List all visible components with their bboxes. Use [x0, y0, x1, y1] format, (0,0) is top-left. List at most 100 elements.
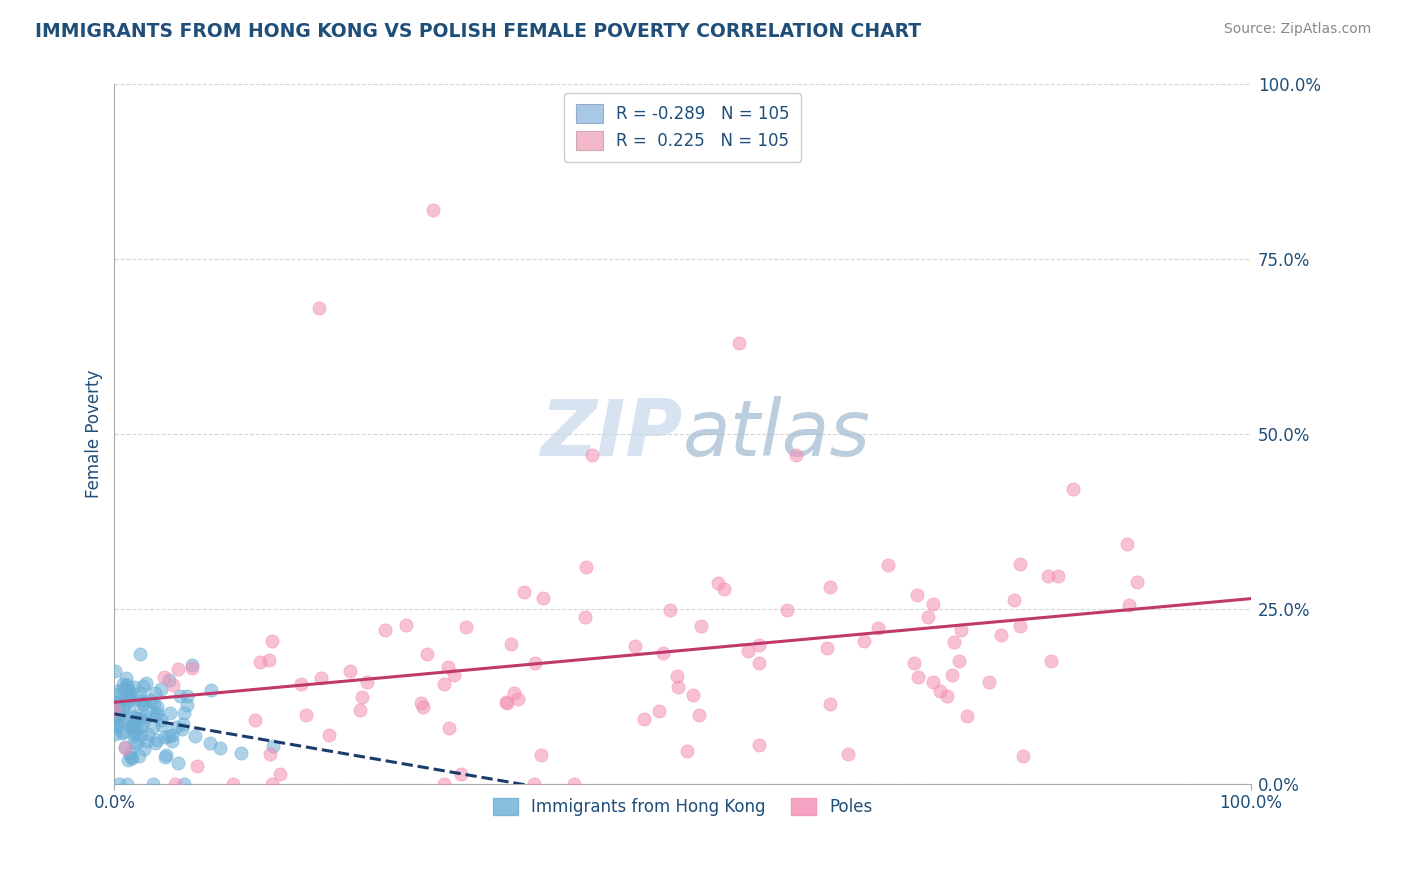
Point — [110, 714, 132, 728]
Point — [411, 697, 433, 711]
Point — [269, 767, 291, 781]
Point — [159, 706, 181, 720]
Point — [104, 703, 127, 717]
Point — [150, 682, 173, 697]
Point — [111, 703, 134, 717]
Point — [184, 729, 207, 743]
Point — [877, 558, 900, 572]
Point — [990, 628, 1012, 642]
Point — [112, 711, 135, 725]
Point — [124, 680, 146, 694]
Point — [125, 724, 148, 739]
Point — [120, 750, 142, 764]
Point — [118, 692, 141, 706]
Point — [243, 713, 266, 727]
Point — [129, 728, 152, 742]
Point — [146, 699, 169, 714]
Point — [450, 766, 472, 780]
Point — [820, 697, 842, 711]
Point — [433, 777, 456, 791]
Point — [155, 747, 177, 762]
Point — [124, 734, 146, 748]
Point — [131, 697, 153, 711]
Point — [181, 661, 204, 675]
Point — [125, 711, 148, 725]
Point — [495, 696, 517, 710]
Point — [107, 698, 129, 713]
Point — [1062, 482, 1084, 496]
Point — [146, 706, 169, 720]
Point — [150, 718, 173, 732]
Point — [143, 696, 166, 710]
Point — [145, 708, 167, 723]
Point — [120, 720, 142, 734]
Point — [728, 336, 751, 351]
Point — [139, 706, 162, 721]
Point — [160, 728, 183, 742]
Point — [295, 708, 318, 723]
Point — [112, 699, 135, 714]
Point — [143, 685, 166, 699]
Point — [153, 730, 176, 744]
Point — [149, 713, 172, 727]
Point — [208, 741, 231, 756]
Point — [837, 747, 859, 762]
Point — [229, 746, 252, 760]
Point — [200, 682, 222, 697]
Point — [118, 693, 141, 707]
Point — [682, 688, 704, 702]
Point — [748, 738, 770, 752]
Point — [707, 576, 730, 591]
Point — [152, 670, 174, 684]
Point — [186, 759, 208, 773]
Y-axis label: Female Poverty: Female Poverty — [86, 370, 103, 499]
Point — [115, 671, 138, 685]
Point — [907, 670, 929, 684]
Point — [575, 560, 598, 574]
Point — [633, 712, 655, 726]
Point — [689, 619, 711, 633]
Point — [502, 686, 524, 700]
Point — [1126, 575, 1149, 590]
Point — [163, 777, 186, 791]
Point — [921, 597, 943, 611]
Point — [128, 749, 150, 764]
Point — [104, 714, 127, 729]
Point — [169, 689, 191, 703]
Point — [121, 716, 143, 731]
Point — [162, 733, 184, 747]
Point — [776, 603, 799, 617]
Point — [1115, 537, 1137, 551]
Point — [127, 708, 149, 723]
Point — [562, 777, 585, 791]
Text: IMMIGRANTS FROM HONG KONG VS POLISH FEMALE POVERTY CORRELATION CHART: IMMIGRANTS FROM HONG KONG VS POLISH FEMA… — [35, 22, 921, 41]
Point — [105, 719, 128, 733]
Point — [142, 720, 165, 734]
Point — [523, 656, 546, 670]
Point — [1040, 654, 1063, 668]
Point — [136, 733, 159, 747]
Point — [412, 699, 434, 714]
Point — [658, 603, 681, 617]
Point — [1008, 557, 1031, 571]
Point — [666, 680, 689, 694]
Point — [666, 669, 689, 683]
Point — [114, 741, 136, 756]
Point — [132, 679, 155, 693]
Point — [437, 660, 460, 674]
Point — [108, 708, 131, 723]
Point — [176, 690, 198, 704]
Point — [104, 664, 127, 678]
Point — [374, 624, 396, 638]
Point — [104, 695, 127, 709]
Point — [114, 680, 136, 694]
Point — [290, 676, 312, 690]
Text: atlas: atlas — [682, 396, 870, 472]
Point — [785, 448, 807, 462]
Point — [115, 687, 138, 701]
Point — [134, 714, 156, 728]
Point — [648, 704, 671, 718]
Point — [165, 721, 187, 735]
Point — [748, 638, 770, 652]
Point — [356, 675, 378, 690]
